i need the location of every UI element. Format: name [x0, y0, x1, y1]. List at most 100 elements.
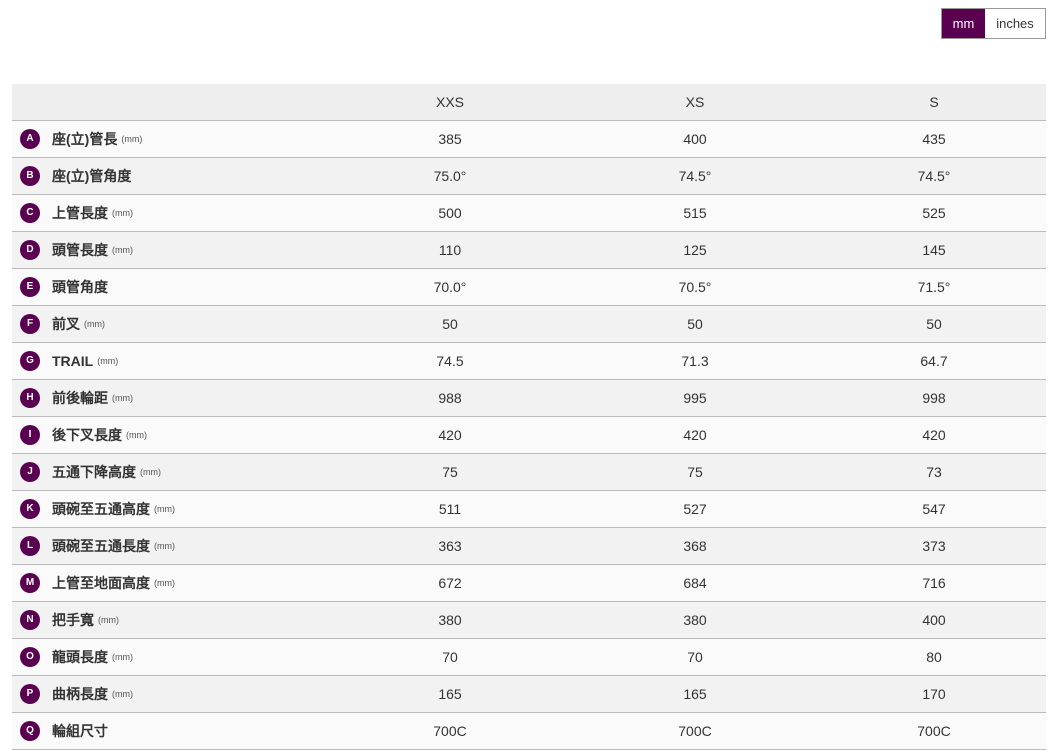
cell-value: 125	[568, 231, 822, 269]
unit-label: (mm)	[154, 541, 175, 551]
measurement-name: 後下叉長度	[52, 427, 122, 443]
letter-badge: P	[20, 684, 40, 704]
measurement-name: 頭碗至五通長度	[52, 538, 150, 554]
table-row: I 後下叉長度 (mm) 420 420 420	[12, 416, 1046, 454]
letter-badge: C	[20, 203, 40, 223]
cell-value: 71.3	[568, 342, 822, 380]
cell-value: 373	[822, 527, 1046, 565]
letter-badge: E	[20, 277, 40, 297]
cell-value: 380	[568, 601, 822, 639]
measurement-name: 頭管角度	[52, 279, 108, 295]
measurement-name: 曲柄長度	[52, 686, 108, 702]
cell-value: 435	[822, 120, 1046, 158]
measurement-name: 龍頭長度	[52, 649, 108, 665]
table-row: H 前後輪距 (mm) 988 995 998	[12, 379, 1046, 417]
letter-badge: K	[20, 499, 40, 519]
unit-label: (mm)	[126, 430, 147, 440]
row-label: N 把手寬 (mm)	[12, 601, 332, 639]
cell-value: 420	[822, 416, 1046, 454]
row-label: L 頭碗至五通長度 (mm)	[12, 527, 332, 565]
unit-label: (mm)	[112, 689, 133, 699]
cell-value: 547	[822, 490, 1046, 528]
row-label: O 龍頭長度 (mm)	[12, 638, 332, 676]
cell-value: 50	[332, 305, 568, 343]
row-label: F 前叉 (mm)	[12, 305, 332, 343]
cell-value: 75.0°	[332, 157, 568, 195]
measurement-name: TRAIL	[52, 353, 94, 369]
cell-value: 70.0°	[332, 268, 568, 306]
row-label: A 座(立)管長 (mm)	[12, 120, 332, 158]
table-row: Q 輪組尺寸 700C 700C 700C	[12, 712, 1046, 750]
cell-value: 400	[822, 601, 1046, 639]
header-size: XXS	[332, 84, 568, 121]
table-row: J 五通下降高度 (mm) 75 75 73	[12, 453, 1046, 491]
cell-value: 716	[822, 564, 1046, 602]
row-label: H 前後輪距 (mm)	[12, 379, 332, 417]
unit-label: (mm)	[84, 319, 105, 329]
measurement-name: 上管長度	[52, 205, 108, 221]
cell-value: 998	[822, 379, 1046, 417]
unit-label: (mm)	[154, 504, 175, 514]
cell-value: 50	[822, 305, 1046, 343]
unit-label: (mm)	[154, 578, 175, 588]
cell-value: 420	[568, 416, 822, 454]
unit-label: (mm)	[121, 134, 143, 144]
letter-badge: F	[20, 314, 40, 334]
letter-badge: I	[20, 425, 40, 445]
measurement-name: 座(立)管長	[52, 131, 118, 147]
table-row: F 前叉 (mm) 50 50 50	[12, 305, 1046, 343]
row-label: D 頭管長度 (mm)	[12, 231, 332, 269]
header-label	[12, 84, 332, 121]
letter-badge: G	[20, 351, 40, 371]
cell-value: 988	[332, 379, 568, 417]
cell-value: 50	[568, 305, 822, 343]
cell-value: 420	[332, 416, 568, 454]
cell-value: 145	[822, 231, 1046, 269]
measurement-name: 前叉	[52, 316, 80, 332]
unit-inches-button[interactable]: inches	[985, 9, 1045, 38]
cell-value: 74.5°	[568, 157, 822, 195]
table-row: G TRAIL (mm) 74.5 71.3 64.7	[12, 342, 1046, 380]
cell-value: 74.5	[332, 342, 568, 380]
measurement-name: 前後輪距	[52, 390, 108, 406]
unit-label: (mm)	[112, 393, 133, 403]
cell-value: 515	[568, 194, 822, 232]
row-label: B 座(立)管角度	[12, 157, 332, 195]
table-row: L 頭碗至五通長度 (mm) 363 368 373	[12, 527, 1046, 565]
table-row: A 座(立)管長 (mm) 385 400 435	[12, 120, 1046, 158]
measurement-name: 頭管長度	[52, 242, 108, 258]
letter-badge: O	[20, 647, 40, 667]
unit-label: (mm)	[140, 467, 161, 477]
cell-value: 73	[822, 453, 1046, 491]
table-row: M 上管至地面高度 (mm) 672 684 716	[12, 564, 1046, 602]
table-row: O 龍頭長度 (mm) 70 70 80	[12, 638, 1046, 676]
cell-value: 527	[568, 490, 822, 528]
header-size: S	[822, 84, 1046, 121]
geometry-table: XXS XS S A 座(立)管長 (mm) 385 400 435 B 座(立)管角度 75.…	[12, 84, 1046, 750]
unit-mm-button[interactable]: mm	[942, 9, 985, 38]
cell-value: 400	[568, 120, 822, 158]
letter-badge: N	[20, 610, 40, 630]
cell-value: 525	[822, 194, 1046, 232]
row-label: M 上管至地面高度 (mm)	[12, 564, 332, 602]
table-row: C 上管長度 (mm) 500 515 525	[12, 194, 1046, 232]
cell-value: 165	[568, 675, 822, 713]
cell-value: 672	[332, 564, 568, 602]
table-row: N 把手寬 (mm) 380 380 400	[12, 601, 1046, 639]
cell-value: 684	[568, 564, 822, 602]
row-label: I 後下叉長度 (mm)	[12, 416, 332, 454]
row-label: K 頭碗至五通高度 (mm)	[12, 490, 332, 528]
cell-value: 165	[332, 675, 568, 713]
measurement-name: 頭碗至五通高度	[52, 501, 150, 517]
table-row: E 頭管角度 70.0° 70.5° 71.5°	[12, 268, 1046, 306]
cell-value: 75	[332, 453, 568, 491]
cell-value: 385	[332, 120, 568, 158]
letter-badge: L	[20, 536, 40, 556]
row-label: P 曲柄長度 (mm)	[12, 675, 332, 713]
table-row: D 頭管長度 (mm) 110 125 145	[12, 231, 1046, 269]
cell-value: 500	[332, 194, 568, 232]
cell-value: 368	[568, 527, 822, 565]
cell-value: 170	[822, 675, 1046, 713]
cell-value: 700C	[568, 712, 822, 750]
table-row: B 座(立)管角度 75.0° 74.5° 74.5°	[12, 157, 1046, 195]
